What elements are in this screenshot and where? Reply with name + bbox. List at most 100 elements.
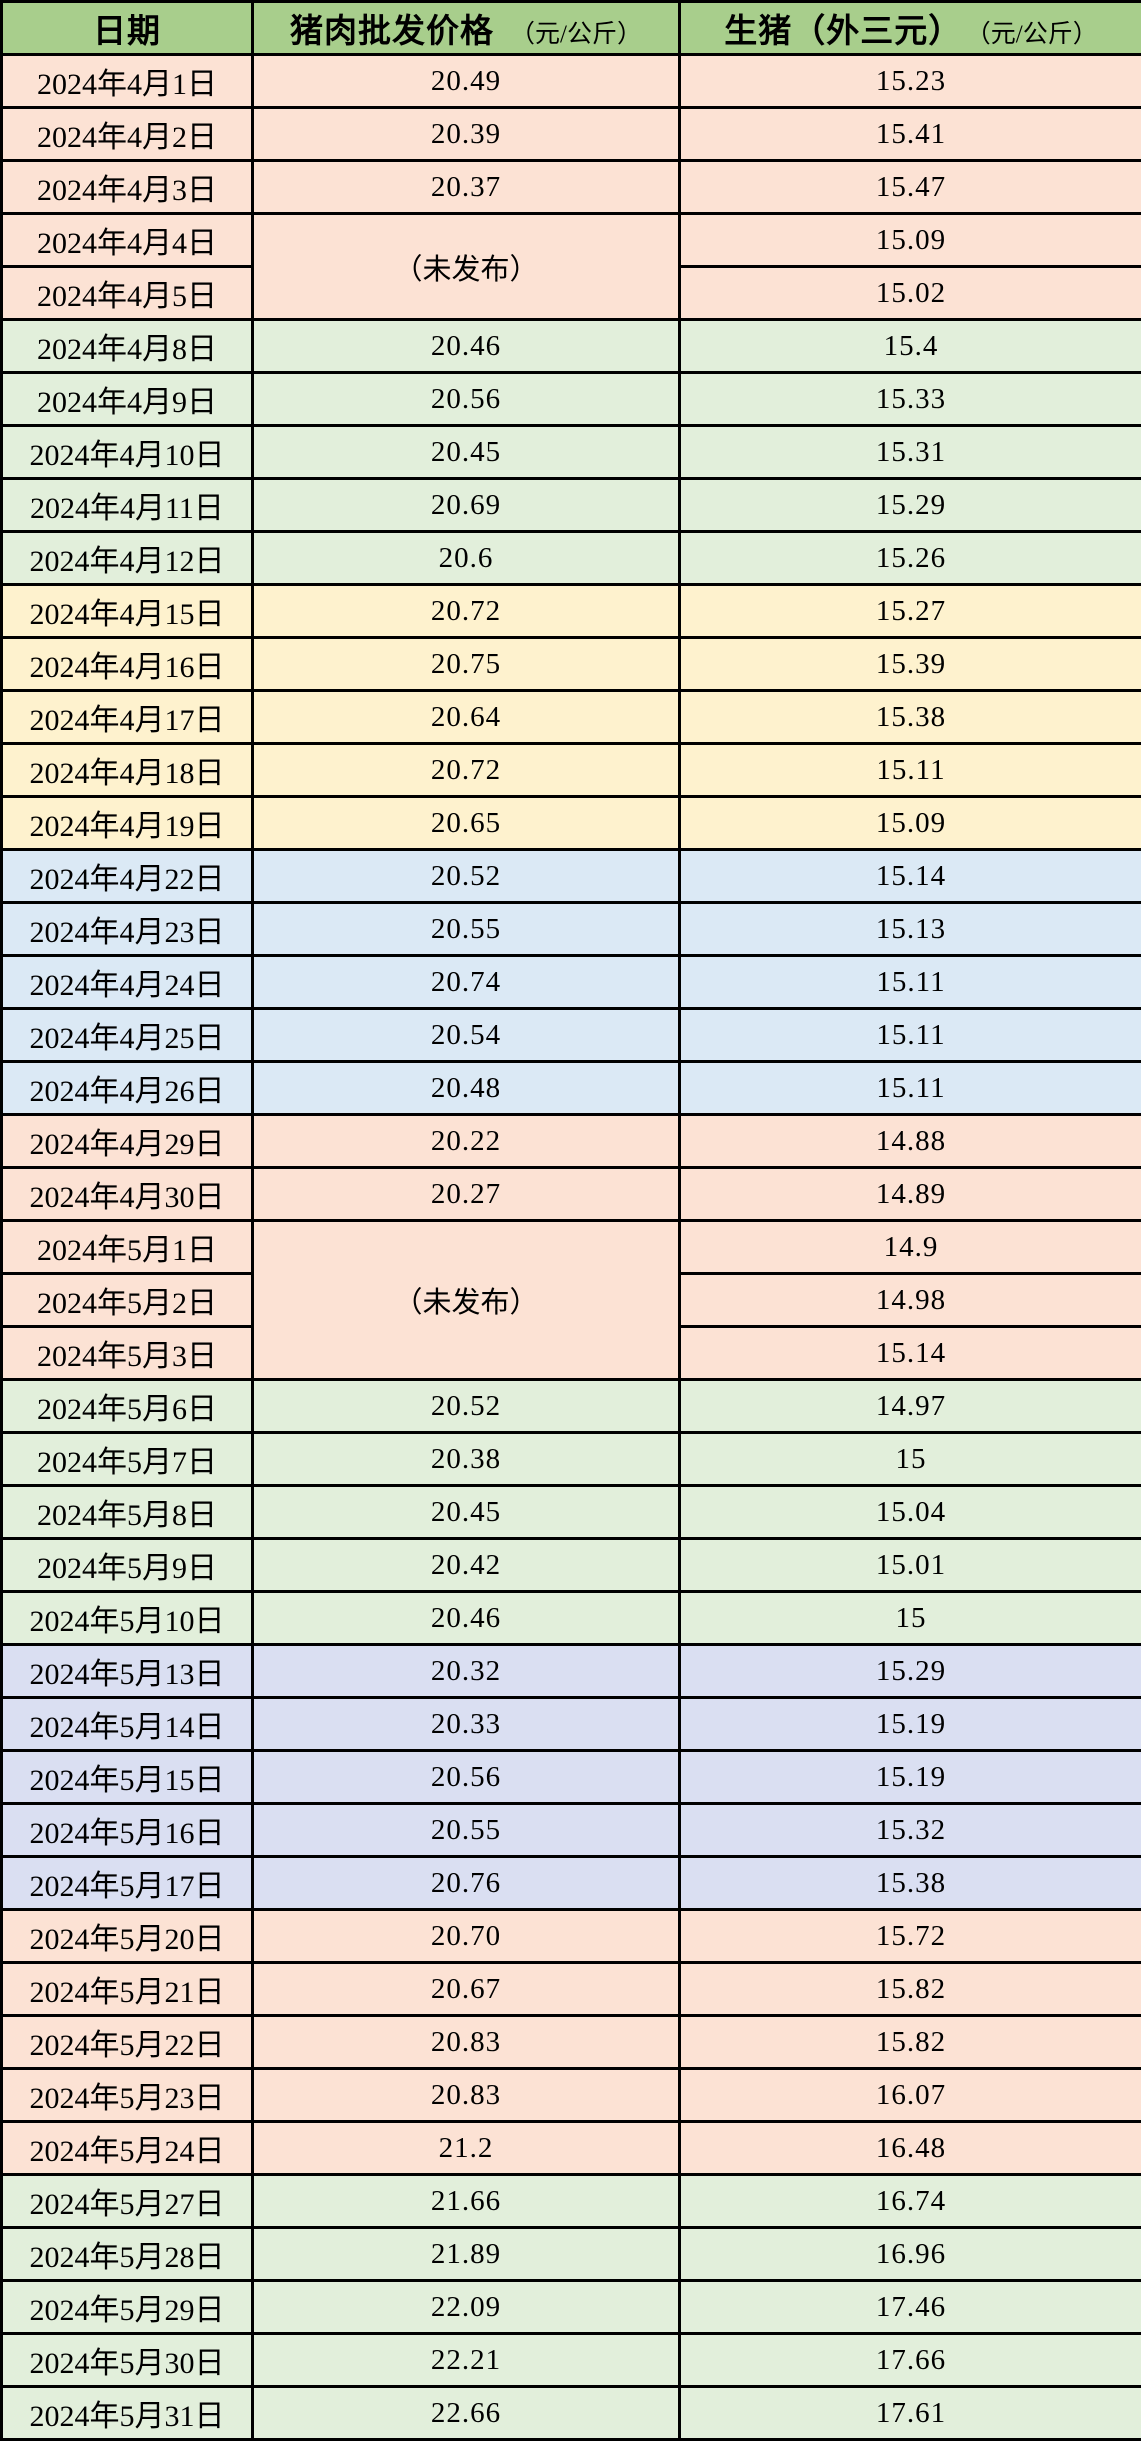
date-cell: 2024年5月6日: [2, 1380, 253, 1433]
date-cell: 2024年5月10日: [2, 1592, 253, 1645]
date-cell: 2024年5月21日: [2, 1963, 253, 2016]
pig-price-cell: 17.46: [680, 2281, 1141, 2334]
date-cell: 2024年4月5日: [2, 267, 253, 320]
pig-price-cell: 15.14: [680, 850, 1141, 903]
pig-price-cell: 15.26: [680, 532, 1141, 585]
pig-price-cell: 15.11: [680, 744, 1141, 797]
pork-price-cell: 20.39: [253, 108, 680, 161]
pork-price-cell: 20.72: [253, 585, 680, 638]
pork-price-cell: 20.45: [253, 1486, 680, 1539]
pig-price-cell: 15.19: [680, 1698, 1141, 1751]
pig-price-cell: 15.09: [680, 214, 1141, 267]
pig-price-cell: 15.31: [680, 426, 1141, 479]
pork-price-cell: 20.76: [253, 1857, 680, 1910]
date-cell: 2024年4月24日: [2, 956, 253, 1009]
date-cell: 2024年4月16日: [2, 638, 253, 691]
pig-price-cell: 15.47: [680, 161, 1141, 214]
date-cell: 2024年4月9日: [2, 373, 253, 426]
pig-price-cell: 15.02: [680, 267, 1141, 320]
date-cell: 2024年4月8日: [2, 320, 253, 373]
header-pig-unit: （元/公斤）: [978, 21, 1097, 48]
date-cell: 2024年4月4日: [2, 214, 253, 267]
date-cell: 2024年4月29日: [2, 1115, 253, 1168]
header-date-label: 日期: [93, 14, 161, 50]
pig-price-cell: 17.66: [680, 2334, 1141, 2387]
date-cell: 2024年4月15日: [2, 585, 253, 638]
pork-price-cell: 22.09: [253, 2281, 680, 2334]
date-cell: 2024年5月31日: [2, 2387, 253, 2440]
pork-price-cell: 20.22: [253, 1115, 680, 1168]
date-cell: 2024年5月7日: [2, 1433, 253, 1486]
pig-price-cell: 16.07: [680, 2069, 1141, 2122]
pig-price-cell: 16.96: [680, 2228, 1141, 2281]
header-pork-cell: 猪肉批发价格 （元/公斤）: [253, 2, 680, 55]
pig-price-cell: 15.72: [680, 1910, 1141, 1963]
pork-price-cell: 20.56: [253, 1751, 680, 1804]
header-pork-unit: （元/公斤）: [510, 21, 642, 48]
date-cell: 2024年4月11日: [2, 479, 253, 532]
pork-price-cell: 20.48: [253, 1062, 680, 1115]
pork-price-cell: 20.83: [253, 2016, 680, 2069]
pork-price-cell: 20.56: [253, 373, 680, 426]
date-cell: 2024年5月28日: [2, 2228, 253, 2281]
pig-price-cell: 15.27: [680, 585, 1141, 638]
table-row: 2024年4月4日（未发布）15.09: [2, 214, 1141, 267]
header-pork-label: 猪肉批发价格: [290, 14, 494, 50]
header-pig-label: 生猪（外三元）: [724, 14, 962, 50]
date-cell: 2024年4月19日: [2, 797, 253, 850]
pig-price-cell: 15.82: [680, 1963, 1141, 2016]
pork-price-cell: 20.54: [253, 1009, 680, 1062]
pig-price-cell: 15.14: [680, 1327, 1141, 1380]
pig-price-cell: 15.23: [680, 55, 1141, 108]
date-cell: 2024年5月2日: [2, 1274, 253, 1327]
date-cell: 2024年5月24日: [2, 2122, 253, 2175]
pig-price-cell: 15.38: [680, 691, 1141, 744]
date-cell: 2024年4月25日: [2, 1009, 253, 1062]
pork-price-cell: 20.37: [253, 161, 680, 214]
pork-price-cell: 20.27: [253, 1168, 680, 1221]
header-date-cell: 日期: [2, 2, 253, 55]
date-cell: 2024年5月17日: [2, 1857, 253, 1910]
pork-price-cell: 20.83: [253, 2069, 680, 2122]
date-cell: 2024年4月1日: [2, 55, 253, 108]
date-cell: 2024年5月22日: [2, 2016, 253, 2069]
date-cell: 2024年4月12日: [2, 532, 253, 585]
date-cell: 2024年5月9日: [2, 1539, 253, 1592]
pig-price-cell: 14.88: [680, 1115, 1141, 1168]
pork-price-cell: 20.33: [253, 1698, 680, 1751]
pork-price-cell: 20.65: [253, 797, 680, 850]
pig-price-cell: 16.48: [680, 2122, 1141, 2175]
date-cell: 2024年4月10日: [2, 426, 253, 479]
pig-price-cell: 15: [680, 1433, 1141, 1486]
date-cell: 2024年4月18日: [2, 744, 253, 797]
pork-price-cell: 20.6: [253, 532, 680, 585]
pork-price-cell: 20.52: [253, 850, 680, 903]
pork-price-cell: 20.45: [253, 426, 680, 479]
pig-price-cell: 15.19: [680, 1751, 1141, 1804]
header-pig-cell: 生猪（外三元） （元/公斤）: [680, 2, 1141, 55]
date-cell: 2024年5月1日: [2, 1221, 253, 1274]
